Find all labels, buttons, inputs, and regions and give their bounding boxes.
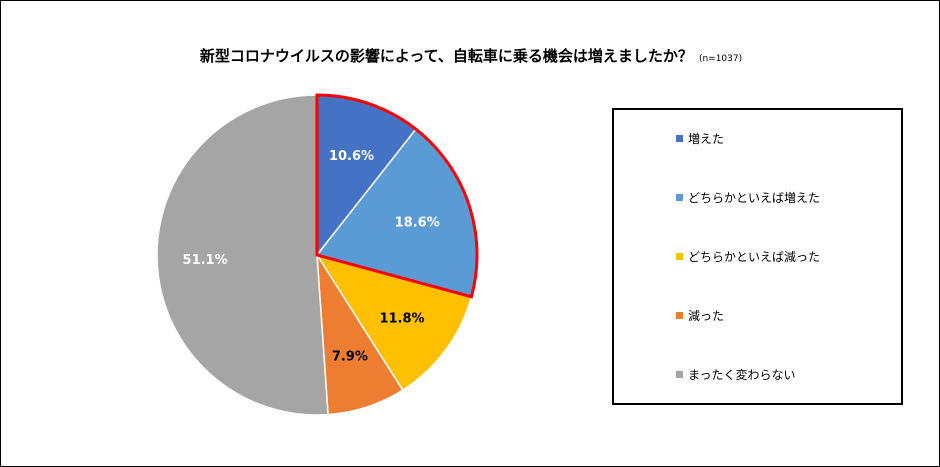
legend-label-3: 減った bbox=[688, 308, 725, 323]
highlight-outline bbox=[315, 93, 479, 299]
legend-label-2: どちらかといえば減った bbox=[688, 249, 821, 264]
chart-title-text: 新型コロナウイルスの影響によって、自転車に乗る機会は増えましたか？ bbox=[199, 47, 693, 65]
value-label-0: 10.6% bbox=[329, 149, 374, 164]
value-label-1: 18.6% bbox=[395, 216, 440, 231]
legend-item-2: どちらかといえば減った bbox=[676, 248, 820, 264]
legend-swatch-1 bbox=[676, 193, 683, 201]
legend-label-4: まったく変わらない bbox=[688, 367, 796, 382]
legend-item-3: 減った bbox=[676, 307, 724, 323]
sample-size-note: (n=1037) bbox=[698, 54, 743, 64]
legend-swatch-2 bbox=[676, 252, 683, 260]
legend-swatch-4 bbox=[676, 370, 683, 378]
legend-item-4: まったく変わらない bbox=[676, 366, 796, 382]
legend-item-0: 増えた bbox=[676, 130, 724, 146]
value-label-2: 11.8% bbox=[379, 312, 424, 327]
legend-item-1: どちらかといえば増えた bbox=[676, 189, 820, 205]
value-label-4: 51.1% bbox=[183, 253, 228, 268]
pie-slice-4 bbox=[156, 94, 329, 416]
chart-legend: 増えたどちらかといえば増えた どちらかといえば減った 減ったまったく変わらない bbox=[612, 108, 903, 405]
pie-slice-2 bbox=[315, 253, 473, 392]
legend-swatch-0 bbox=[676, 134, 683, 142]
legend-swatch-3 bbox=[676, 311, 683, 319]
chart-title: 新型コロナウイルスの影響によって、自転車に乗る機会は増えましたか？ (n=1037… bbox=[1, 45, 940, 66]
legend-label-0: 増えた bbox=[688, 131, 725, 146]
value-label-3: 7.9% bbox=[332, 349, 368, 364]
legend-label-1: どちらかといえば増えた bbox=[688, 190, 821, 205]
